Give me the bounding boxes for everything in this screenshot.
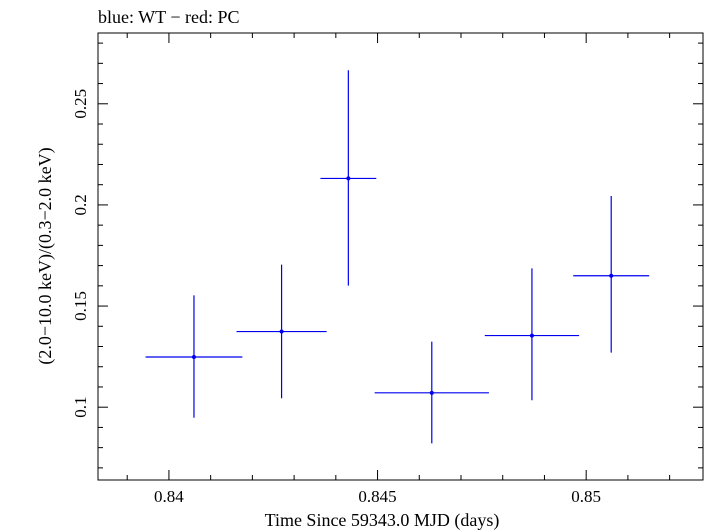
data-point [484,268,580,401]
point-marker [429,390,434,395]
chart-title: blue: WT − red: PC [98,7,239,27]
x-tick-label: 0.85 [571,487,601,506]
point-marker [346,176,351,181]
data-point [320,70,377,286]
data-point [573,196,650,353]
y-axis: 0.1 0.15 0.2 0.25 [71,42,703,469]
data-point [236,264,327,399]
data-series [145,70,650,444]
plot-frame [97,32,704,481]
y-tick-label: 0.1 [71,397,90,418]
data-point [145,295,243,418]
x-axis: 0.84 0.845 0.85 [126,33,671,506]
point-marker [529,333,534,338]
point-marker [191,355,196,360]
point-marker [609,273,614,278]
point-marker [279,329,284,334]
data-point [374,341,489,444]
x-axis-label: Time Since 59343.0 MJD (days) [265,510,500,531]
y-tick-label: 0.2 [71,194,90,215]
y-axis-label: (2.0−10.0 keV)/(0.3−2.0 keV) [35,147,56,364]
y-tick-label: 0.15 [71,291,90,321]
y-tick-label: 0.25 [71,89,90,119]
x-tick-label: 0.845 [358,487,396,506]
x-tick-label: 0.84 [154,487,184,506]
